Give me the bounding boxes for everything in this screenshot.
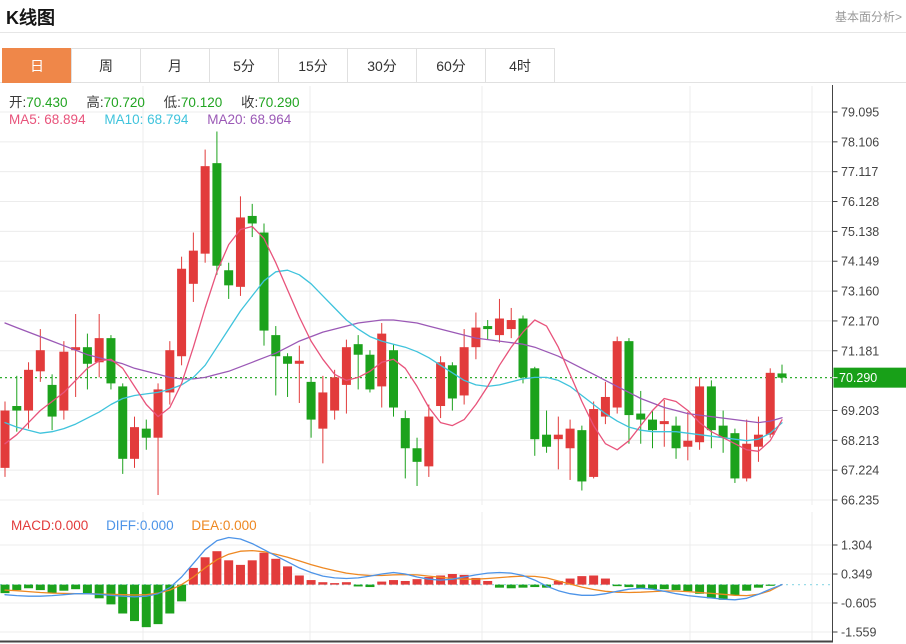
svg-text:73.160: 73.160 bbox=[841, 285, 879, 299]
svg-text:67.224: 67.224 bbox=[841, 464, 879, 478]
ma-legend: MA5: 68.894 MA10: 68.794 MA20: 68.964 bbox=[9, 112, 291, 127]
tab-4hour[interactable]: 4时 bbox=[485, 48, 555, 83]
svg-text:-0.605: -0.605 bbox=[841, 597, 876, 611]
low-label: 低: bbox=[163, 95, 181, 110]
title-divider bbox=[0, 32, 906, 33]
low-value: 70.120 bbox=[180, 95, 223, 110]
svg-text:79.095: 79.095 bbox=[841, 106, 879, 120]
open-value: 70.430 bbox=[26, 95, 68, 110]
svg-text:75.138: 75.138 bbox=[841, 225, 879, 239]
svg-text:0.349: 0.349 bbox=[841, 568, 872, 582]
ma20-legend: MA20: 68.964 bbox=[207, 112, 292, 127]
svg-text:1.304: 1.304 bbox=[841, 539, 872, 553]
svg-text:71.181: 71.181 bbox=[841, 344, 879, 358]
ma5-legend: MA5: 68.894 bbox=[9, 112, 86, 127]
tab-month[interactable]: 月 bbox=[140, 48, 210, 83]
dea-value-legend: DEA:0.000 bbox=[191, 518, 257, 533]
svg-text:74.149: 74.149 bbox=[841, 255, 879, 269]
close-value: 70.290 bbox=[258, 95, 300, 110]
period-tabs: 日 周 月 5分 15分 30分 60分 4时 bbox=[2, 48, 555, 83]
svg-text:69.203: 69.203 bbox=[841, 404, 879, 418]
svg-text:66.235: 66.235 bbox=[841, 494, 879, 508]
tab-60min[interactable]: 60分 bbox=[416, 48, 486, 83]
tab-5min[interactable]: 5分 bbox=[209, 48, 279, 83]
tab-week[interactable]: 周 bbox=[71, 48, 141, 83]
tab-15min[interactable]: 15分 bbox=[278, 48, 348, 83]
high-value: 70.720 bbox=[103, 95, 145, 110]
tab-30min[interactable]: 30分 bbox=[347, 48, 417, 83]
ohlc-legend: 开:70.430 高:70.720 低:70.120 收:70.290 bbox=[9, 91, 315, 111]
tab-day[interactable]: 日 bbox=[2, 48, 72, 83]
svg-text:-1.559: -1.559 bbox=[841, 626, 876, 640]
open-label: 开: bbox=[9, 95, 27, 110]
close-label: 收: bbox=[240, 95, 259, 110]
svg-text:77.117: 77.117 bbox=[841, 165, 878, 179]
macd-value-legend: MACD:0.000 bbox=[11, 518, 89, 533]
diff-value-legend: DIFF:0.000 bbox=[106, 518, 174, 533]
macd-legend: MACD:0.000 DIFF:0.000 DEA:0.000 bbox=[11, 518, 257, 533]
high-label: 高: bbox=[86, 95, 104, 110]
svg-text:68.213: 68.213 bbox=[841, 434, 879, 448]
svg-text:72.170: 72.170 bbox=[841, 314, 879, 328]
svg-text:76.128: 76.128 bbox=[841, 195, 879, 209]
svg-text:78.106: 78.106 bbox=[841, 135, 879, 149]
fundamental-analysis-link[interactable]: 基本面分析> bbox=[834, 10, 902, 24]
page-title: K线图 bbox=[6, 8, 55, 28]
ma10-legend: MA10: 68.794 bbox=[104, 112, 189, 127]
svg-text:70.290: 70.290 bbox=[839, 371, 877, 385]
